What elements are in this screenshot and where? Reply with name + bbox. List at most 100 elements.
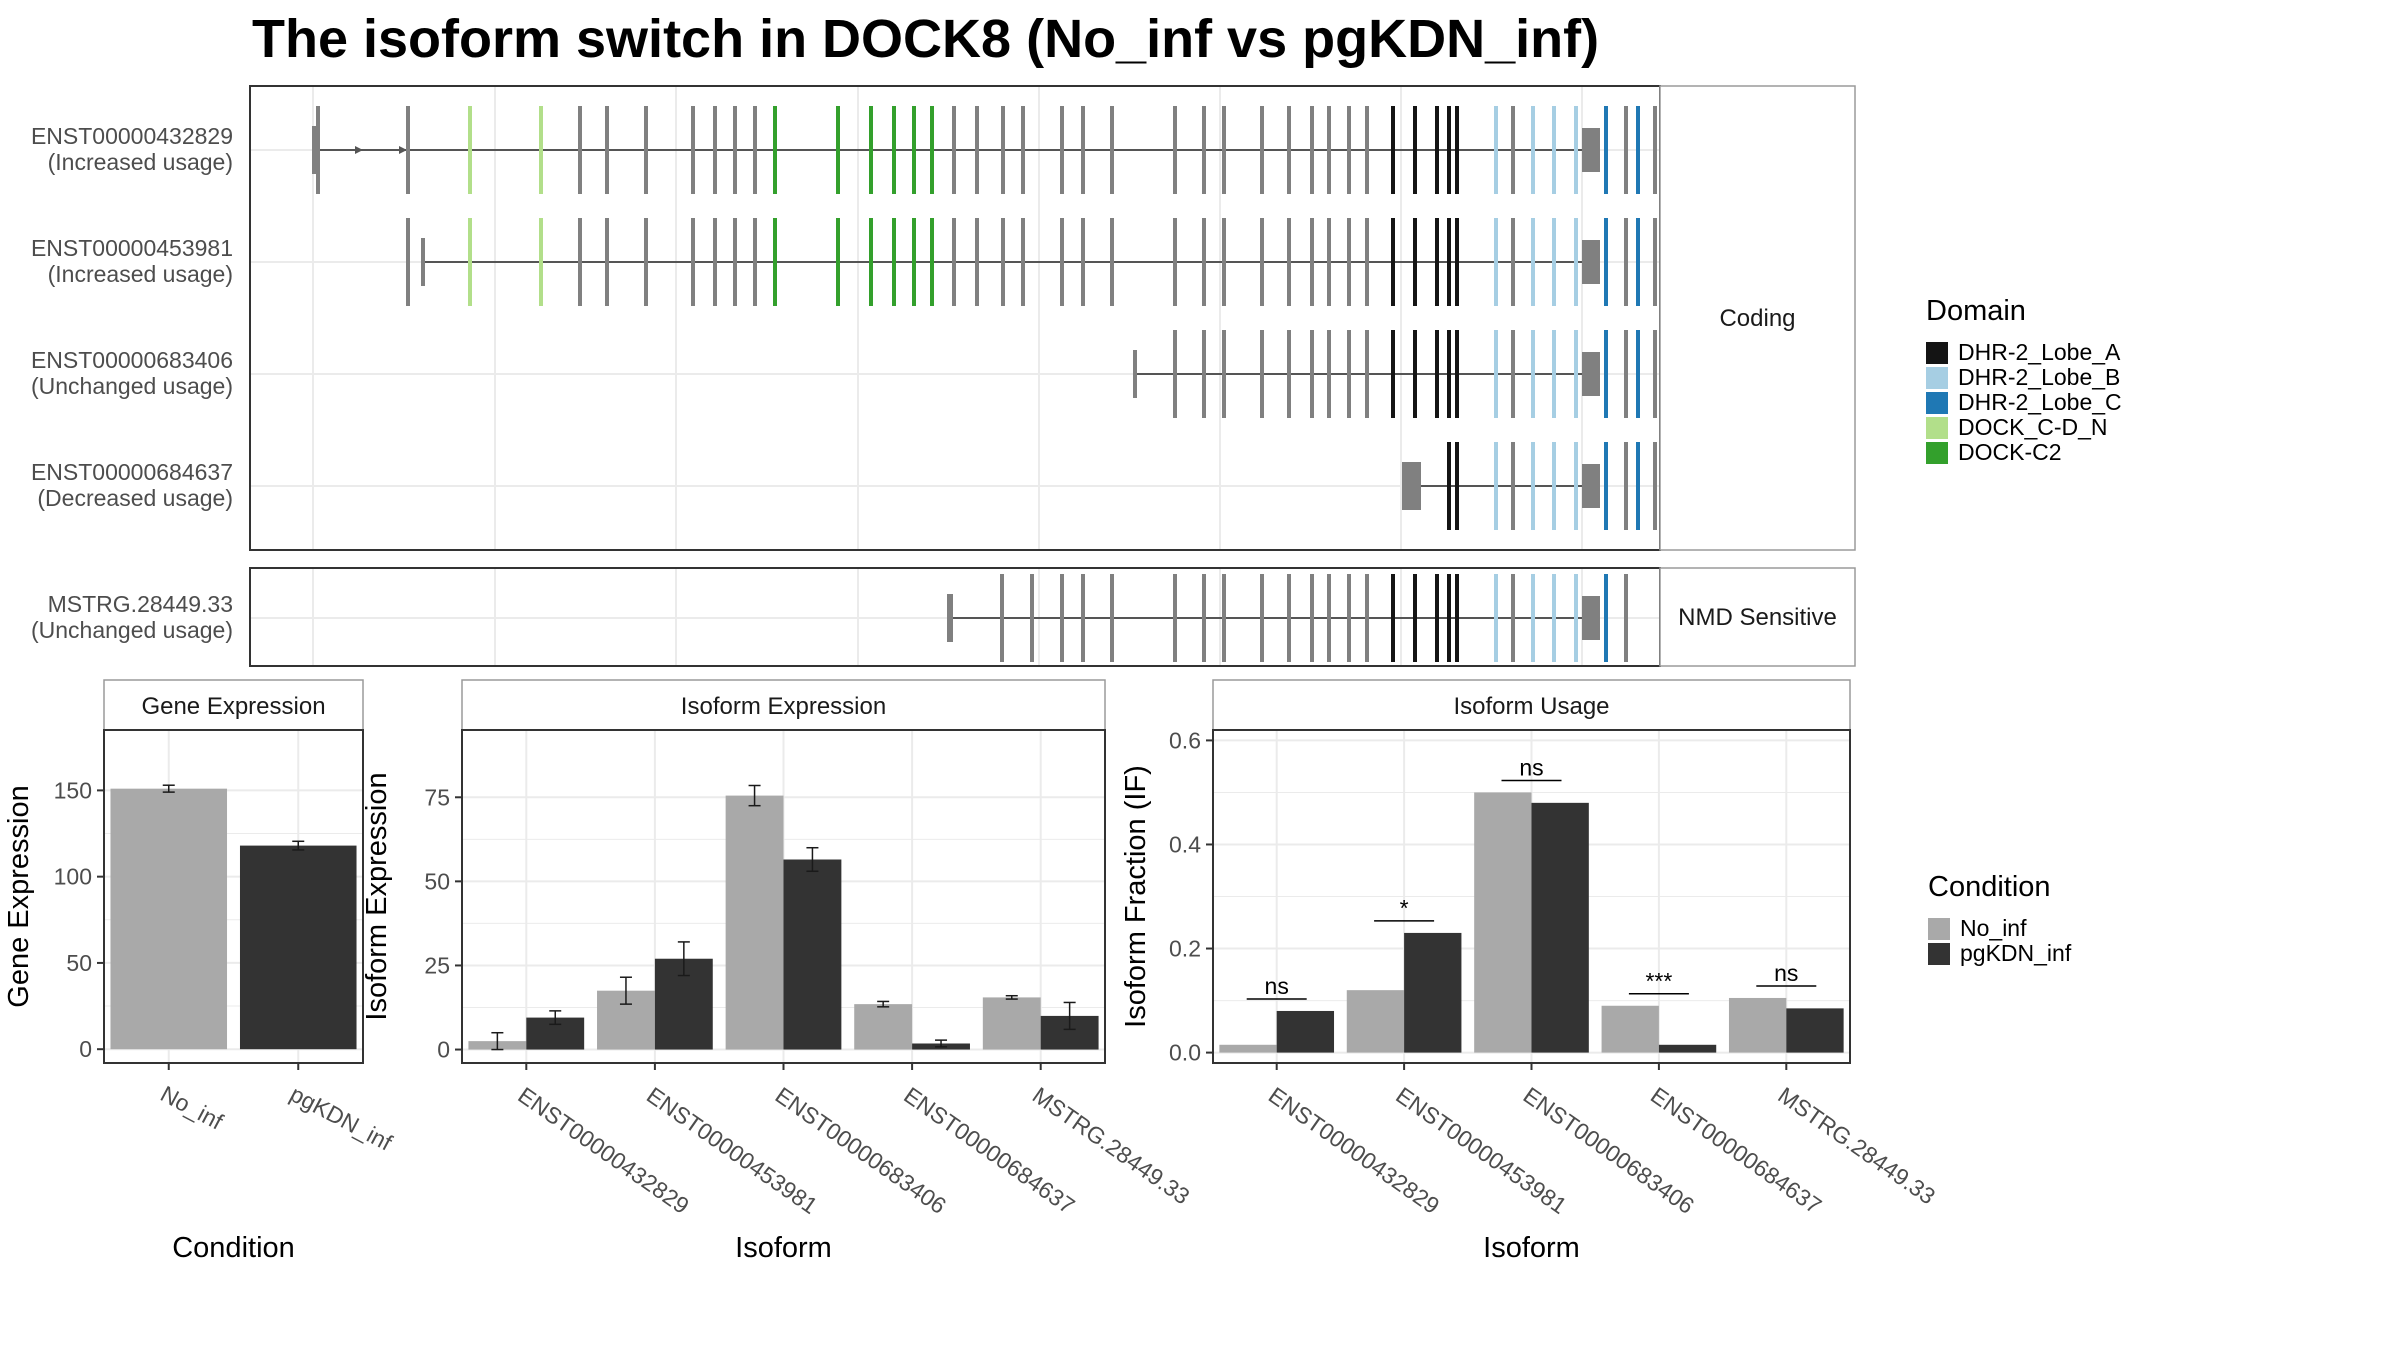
y-tick-label: 0 — [437, 1037, 450, 1063]
cds-exon — [1494, 574, 1498, 662]
y-tick-label: 0.6 — [1169, 727, 1201, 753]
cds-exon — [1287, 330, 1291, 418]
significance-label: ns — [1774, 960, 1798, 986]
cds-exon — [930, 218, 934, 306]
chart-title: Isoform Expression — [681, 693, 886, 720]
cds-exon — [1000, 574, 1004, 662]
cds-exon — [1310, 218, 1314, 306]
panel-strip-label: Coding — [1719, 305, 1795, 332]
bar — [110, 788, 228, 1050]
chart-strip — [461, 679, 1106, 731]
cds-exon — [1511, 442, 1515, 530]
cds-exon — [1260, 218, 1264, 306]
cds-exon — [1624, 330, 1628, 418]
condition-legend-swatch — [1928, 943, 1950, 965]
x-axis-title: Condition — [172, 1232, 295, 1264]
cds-exon — [930, 106, 934, 194]
cds-exon — [1081, 218, 1085, 306]
y-tick-label: 0.0 — [1169, 1040, 1201, 1066]
domain-legend-swatch — [1926, 342, 1948, 364]
cds-exon — [1604, 106, 1608, 194]
cds-exon — [1287, 106, 1291, 194]
utr3-exon — [1582, 596, 1600, 640]
cds-exon — [892, 106, 896, 194]
utr3-exon — [1582, 352, 1600, 396]
cds-exon — [1110, 218, 1114, 306]
domain-legend-swatch — [1926, 367, 1948, 389]
cds-exon — [1531, 106, 1535, 194]
cds-exon — [892, 218, 896, 306]
cds-exon — [1574, 442, 1578, 530]
cds-exon — [1060, 218, 1064, 306]
strand-arrow — [355, 146, 363, 154]
cds-exon — [1435, 218, 1439, 306]
cds-exon — [1413, 574, 1417, 662]
cds-exon — [1604, 330, 1608, 418]
bar — [1786, 1008, 1844, 1053]
cds-exon — [1435, 106, 1439, 194]
cds-exon — [1604, 218, 1608, 306]
cds-exon — [1021, 218, 1025, 306]
cds-exon — [1511, 106, 1515, 194]
cds-exon — [1365, 106, 1369, 194]
cds-exon — [1413, 330, 1417, 418]
isoform-usage-label: (Unchanged usage) — [31, 617, 233, 643]
cds-exon — [1260, 106, 1264, 194]
cds-exon — [952, 106, 956, 194]
cds-exon — [1110, 106, 1114, 194]
cds-exon — [1391, 330, 1395, 418]
cds-exon — [1327, 330, 1331, 418]
cds-exon — [1494, 106, 1498, 194]
bar — [1404, 932, 1462, 1053]
cds-exon — [1447, 330, 1451, 418]
cds-exon — [1327, 218, 1331, 306]
figure-title: The isoform switch in DOCK8 (No_inf vs p… — [252, 9, 1599, 69]
utr5-exon — [1133, 350, 1137, 398]
isoform-id-label: ENST00000432829 — [31, 123, 233, 149]
utr5-exon — [947, 594, 953, 642]
cds-exon — [1202, 330, 1206, 418]
cds-exon — [1447, 106, 1451, 194]
cds-exon — [1552, 330, 1556, 418]
cds-exon — [1327, 106, 1331, 194]
cds-exon — [836, 106, 840, 194]
cds-exon — [1552, 442, 1556, 530]
cds-exon — [1653, 442, 1657, 530]
chart-title: Gene Expression — [141, 693, 325, 720]
significance-label: *** — [1645, 968, 1672, 994]
cds-exon — [975, 106, 979, 194]
cds-exon — [1636, 330, 1640, 418]
cds-exon — [605, 218, 609, 306]
cds-exon — [1347, 330, 1351, 418]
bar — [1601, 1005, 1659, 1053]
isoform-id-label: MSTRG.28449.33 — [48, 591, 233, 617]
cds-exon — [1365, 330, 1369, 418]
y-tick-label: 25 — [424, 952, 450, 978]
cds-exon — [1624, 218, 1628, 306]
isoform-id-label: ENST00000683406 — [31, 347, 233, 373]
bar — [1276, 1010, 1335, 1053]
cds-exon — [753, 218, 757, 306]
cds-exon — [691, 218, 695, 306]
cds-exon — [773, 218, 777, 306]
cds-exon — [1365, 574, 1369, 662]
cds-exon — [1531, 218, 1535, 306]
domain-legend-swatch — [1926, 392, 1948, 414]
isoform-usage-label: (Unchanged usage) — [31, 373, 233, 399]
cds-exon — [1636, 106, 1640, 194]
cds-exon — [1511, 330, 1515, 418]
cds-exon — [1455, 106, 1459, 194]
strand-arrow — [399, 146, 407, 154]
cds-exon — [1222, 106, 1226, 194]
cds-exon — [1604, 442, 1608, 530]
x-tick-label: pgKDN_inf — [286, 1080, 397, 1155]
bar — [1474, 792, 1532, 1053]
cds-exon — [1347, 218, 1351, 306]
cds-exon — [1552, 574, 1556, 662]
utr3-exon — [1582, 240, 1600, 284]
cds-exon — [1413, 106, 1417, 194]
cds-exon — [1574, 106, 1578, 194]
cds-exon — [316, 106, 320, 194]
cds-exon — [691, 106, 695, 194]
bar — [1219, 1044, 1277, 1053]
